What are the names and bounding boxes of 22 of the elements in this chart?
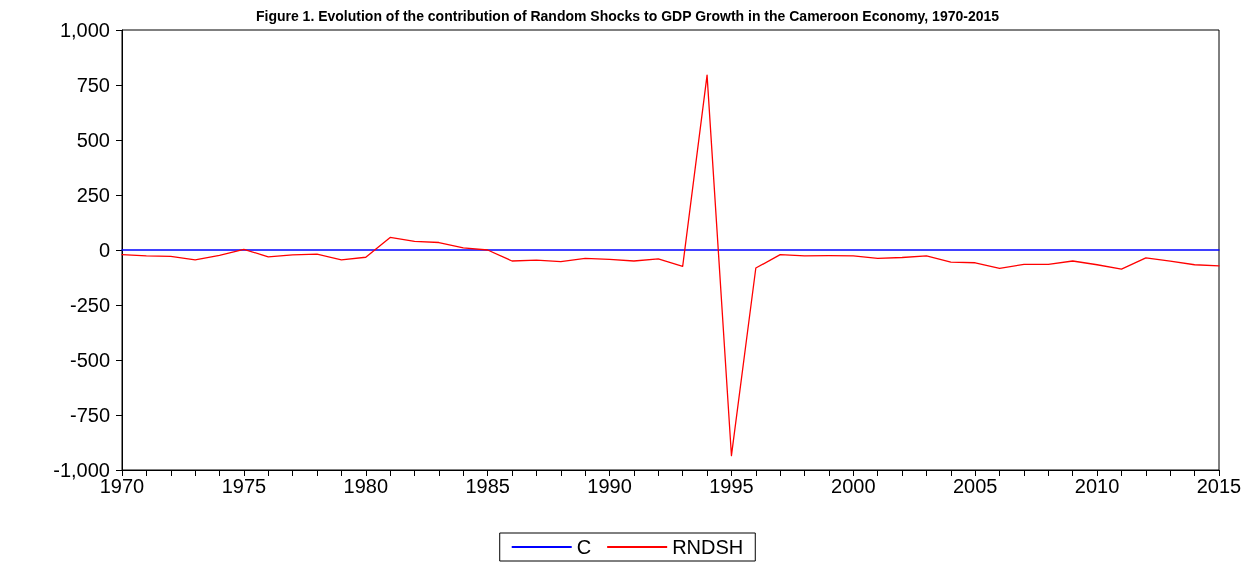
y-tick-label: 500 — [76, 129, 110, 151]
y-tick-label: 250 — [76, 184, 110, 206]
x-tick-label: 1980 — [343, 475, 389, 497]
y-tick-label: -500 — [69, 349, 110, 371]
y-tick-label: 1,000 — [59, 19, 110, 41]
x-tick-label: 1975 — [221, 475, 267, 497]
x-tick-label: 2010 — [1074, 475, 1120, 497]
x-tick-label: 1995 — [709, 475, 754, 497]
y-tick-label: -250 — [69, 294, 110, 316]
x-tick-label: 1990 — [587, 475, 632, 497]
line-series — [121, 74, 1220, 457]
y-tick-label: 0 — [98, 239, 110, 261]
legend-label: RNDSH — [672, 536, 744, 558]
x-tick-label: 2000 — [831, 475, 876, 497]
x-tick-label: 2005 — [952, 475, 998, 497]
x-tick-label: 2015 — [1196, 475, 1242, 497]
y-tick-label: -1,000 — [53, 459, 110, 481]
y-tick-label: 750 — [76, 74, 110, 96]
legend-label: C — [576, 536, 592, 558]
y-tick-label: -750 — [69, 404, 110, 426]
chart-title: Figure 1. Evolution of the contribution of Random Shocks to GDP Growth in the Cameroon Economy, 1970-2015 — [255, 8, 1000, 24]
x-tick-label: 1985 — [465, 475, 510, 497]
